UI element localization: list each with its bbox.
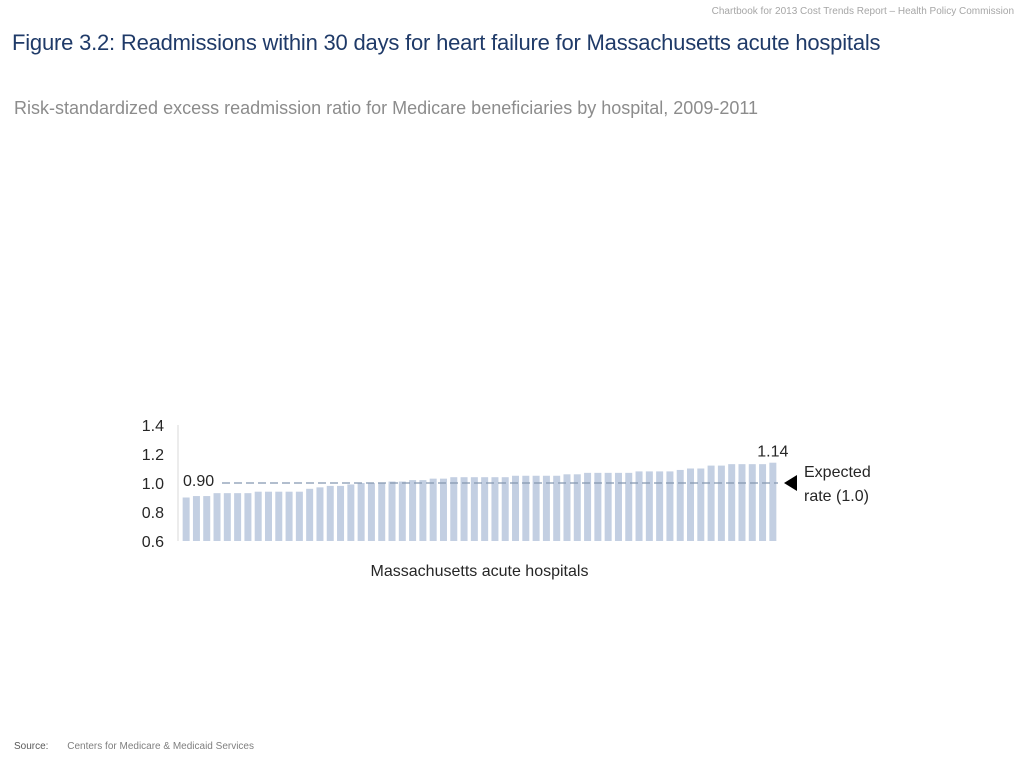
bar-hospital-20 [378,483,386,541]
figure-subtitle: Risk-standardized excess readmission rat… [14,98,759,118]
bar-hospital-33 [512,475,520,541]
bar-hospital-24 [419,480,427,541]
bar-hospital-55 [738,464,746,541]
bar-hospital-26 [439,478,447,541]
bar-hospital-53 [717,465,725,541]
source-label: Source: [14,741,49,752]
bar-hospital-23 [409,480,417,541]
bar-hospital-31 [491,477,499,541]
bar-hospital-11 [285,491,293,541]
bar-hospital-19 [367,483,375,541]
bar-hospital-3 [203,496,211,541]
y-axis-ticks: 0.6 0.8 1.0 1.2 1.4 [142,418,164,551]
bar-hospital-45 [635,471,643,541]
bar-hospital-2 [192,496,200,541]
bar-hospital-37 [553,475,561,541]
bar-hospital-30 [481,477,489,541]
bar-hospital-21 [388,481,396,541]
bar-hospital-47 [656,471,664,541]
bar-hospital-18 [357,483,365,541]
bar-hospital-54 [728,464,736,541]
bar-hospital-38 [563,474,571,541]
bar-hospital-14 [316,487,324,541]
y-tick-label: 1.2 [142,447,164,464]
bar-hospital-1 [182,497,190,541]
y-tick-label: 0.8 [142,505,164,522]
bar-hospital-7 [244,493,252,541]
bar-hospital-12 [295,491,303,541]
bar-hospital-25 [429,478,437,541]
y-tick-label: 1.4 [142,418,164,435]
bar-hospital-39 [573,474,581,541]
bar-hospital-49 [676,469,684,541]
bar-hospital-5 [223,493,231,541]
bar-hospital-43 [614,472,622,541]
figure-title: Figure 3.2: Readmissions within 30 days … [12,30,881,55]
bar-hospital-44 [625,472,633,541]
bar-hospital-17 [347,484,355,541]
y-tick-label: 0.6 [142,534,164,551]
bar-hospital-4 [213,493,221,541]
bar-hospital-46 [645,471,653,541]
bar-hospital-16 [337,485,345,541]
expected-rate-arrow-icon [784,475,797,491]
bar-hospital-48 [666,471,674,541]
bar-hospital-36 [542,475,550,541]
bar-hospital-40 [584,472,592,541]
bar-hospital-13 [306,488,314,541]
bar-hospital-42 [604,472,612,541]
bar-hospital-32 [501,477,509,541]
bar-hospital-57 [759,464,767,541]
bar-hospital-22 [398,481,406,541]
bar-hospital-56 [748,464,756,541]
bar-hospital-15 [326,485,334,541]
bar-hospital-35 [532,475,540,541]
bar-hospital-58 [769,462,777,541]
min-value-label: 0.90 [183,473,214,490]
y-tick-label: 1.0 [142,476,164,493]
source-note: Source: Centers for Medicare & Medicaid … [14,741,254,752]
bar-hospital-52 [707,465,715,541]
bar-hospital-6 [234,493,242,541]
bar-series [182,462,777,541]
bar-hospital-9 [264,491,272,541]
bar-hospital-50 [687,468,695,541]
bar-hospital-28 [460,477,468,541]
bar-hospital-41 [594,472,602,541]
bar-hospital-10 [275,491,283,541]
bar-hospital-34 [522,475,530,541]
bar-hospital-51 [697,468,705,541]
expected-rate-label-line2: rate (1.0) [804,488,869,505]
source-text: Centers for Medicare & Medicaid Services [67,741,254,752]
bar-hospital-29 [470,477,478,541]
report-header-note: Chartbook for 2013 Cost Trends Report – … [711,6,1014,17]
expected-rate-label-line1: Expected [804,464,871,481]
max-value-label: 1.14 [757,444,788,461]
bar-hospital-8 [254,491,262,541]
bar-hospital-27 [450,477,458,541]
x-axis-label: Massachusetts acute hospitals [371,563,589,580]
